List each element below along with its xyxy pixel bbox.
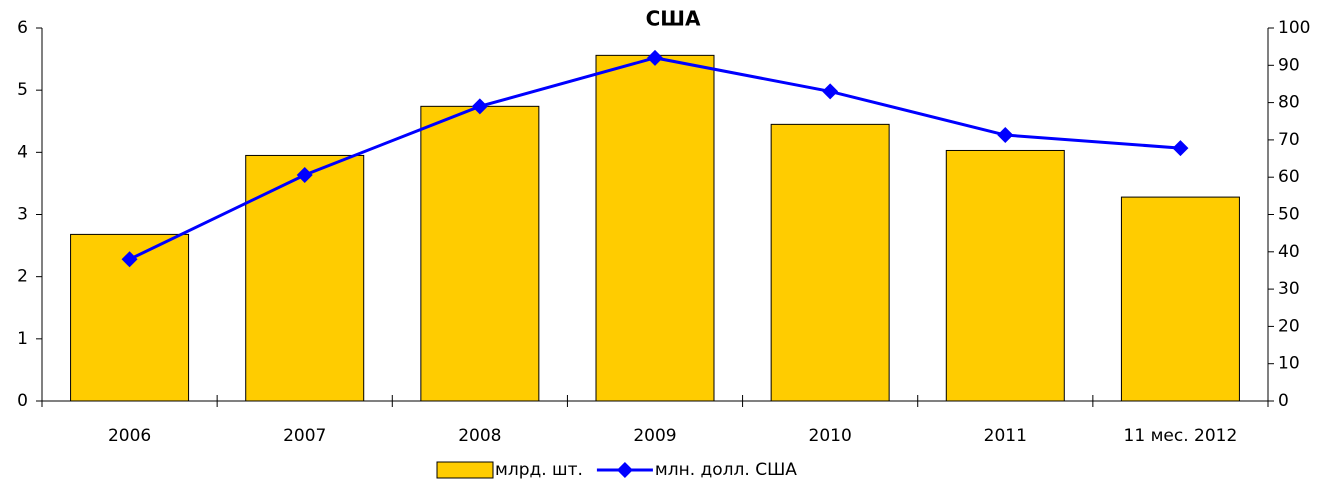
chart-title: США xyxy=(646,7,701,31)
y2-tick-label: 100 xyxy=(1278,18,1310,38)
bar xyxy=(1120,196,1240,402)
marker xyxy=(822,83,839,100)
x-tick-label: 2007 xyxy=(283,426,326,446)
x-tick-label: 2008 xyxy=(458,426,501,446)
bar xyxy=(245,154,365,402)
bar xyxy=(770,123,890,402)
marker xyxy=(997,127,1014,144)
y2-tick-label: 30 xyxy=(1278,279,1300,299)
marker xyxy=(471,98,488,115)
y-tick-label: 5 xyxy=(17,80,28,100)
y-tick-label: 6 xyxy=(17,18,28,38)
y-tick-label: 1 xyxy=(17,329,28,349)
legend-label: млрд. шт. xyxy=(495,460,583,480)
marker xyxy=(121,251,138,268)
y2-tick-label: 0 xyxy=(1278,391,1289,411)
bar xyxy=(420,105,540,402)
x-tick-label: 2009 xyxy=(633,426,676,446)
y2-tick-label: 80 xyxy=(1278,93,1300,113)
marker xyxy=(296,166,313,183)
y2-tick-label: 10 xyxy=(1278,354,1300,374)
y2-tick-label: 40 xyxy=(1278,242,1300,262)
y-tick-label: 2 xyxy=(17,267,28,287)
bar xyxy=(595,54,715,402)
marker xyxy=(1172,140,1189,157)
marker xyxy=(647,49,663,66)
x-tick-label: 2010 xyxy=(809,426,852,446)
legend-label: млн. долл. США xyxy=(655,460,797,480)
x-tick-label: 2006 xyxy=(108,426,151,446)
y2-tick-label: 70 xyxy=(1278,130,1300,150)
y2-tick-label: 60 xyxy=(1278,167,1300,187)
x-tick-label: 11 мес. 2012 xyxy=(1124,426,1238,446)
y-tick-label: 0 xyxy=(17,391,28,411)
legend-swatch xyxy=(436,461,494,479)
y-tick-label: 4 xyxy=(17,142,28,162)
y2-tick-label: 90 xyxy=(1278,55,1300,75)
y-tick-label: 3 xyxy=(17,205,28,225)
y2-tick-label: 20 xyxy=(1278,316,1300,336)
x-tick-label: 2011 xyxy=(984,426,1027,446)
legend-marker xyxy=(616,462,633,478)
bar xyxy=(945,149,1065,402)
y2-tick-label: 50 xyxy=(1278,205,1300,225)
